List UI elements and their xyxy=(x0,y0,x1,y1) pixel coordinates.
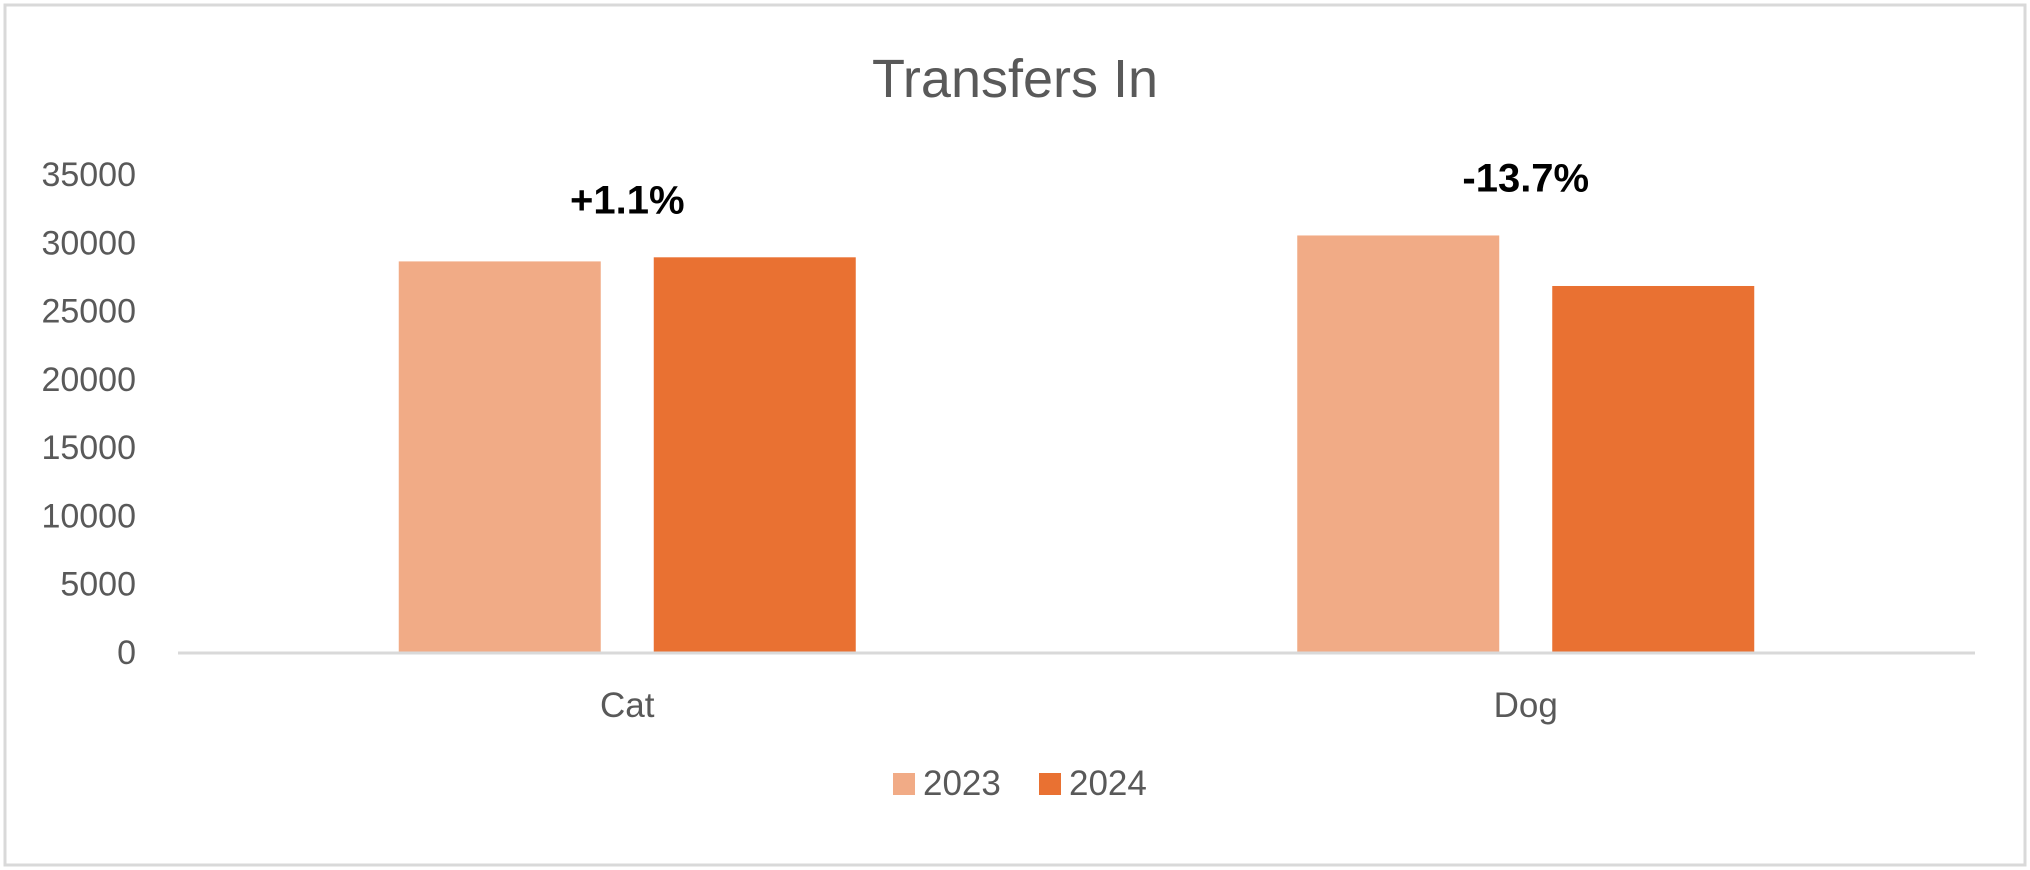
change-annotation: -13.7% xyxy=(1462,156,1589,200)
change-annotation: +1.1% xyxy=(570,178,685,222)
bars xyxy=(398,235,1755,652)
legend-swatch-2024 xyxy=(1039,773,1061,795)
bar-cat-2023 xyxy=(398,261,601,652)
y-tick-label: 15000 xyxy=(41,429,136,467)
bar-dog-2023 xyxy=(1297,235,1500,652)
y-tick-label: 25000 xyxy=(41,293,136,331)
bar-cat-2024 xyxy=(653,257,856,652)
y-tick-label: 35000 xyxy=(41,156,136,194)
legend-swatch-2023 xyxy=(893,773,915,795)
legend-label: 2023 xyxy=(923,764,1001,803)
y-tick-label: 30000 xyxy=(41,224,136,262)
legend-label: 2024 xyxy=(1069,764,1147,803)
y-tick-label: 20000 xyxy=(41,361,136,399)
x-tick-label: Cat xyxy=(600,686,655,725)
y-tick-label: 0 xyxy=(117,634,136,672)
x-tick-label: Dog xyxy=(1494,686,1558,725)
y-tick-label: 10000 xyxy=(41,497,136,535)
bar-dog-2024 xyxy=(1552,285,1755,652)
y-axis: 0 5000 10000 15000 20000 25000 30000 35000 xyxy=(41,156,136,672)
chart-title: Transfers In xyxy=(872,49,1158,109)
x-axis: Cat Dog xyxy=(600,686,1558,725)
annotations: +1.1% -13.7% xyxy=(570,156,1589,222)
legend: 2023 2024 xyxy=(893,764,1147,803)
y-tick-label: 5000 xyxy=(60,566,136,604)
